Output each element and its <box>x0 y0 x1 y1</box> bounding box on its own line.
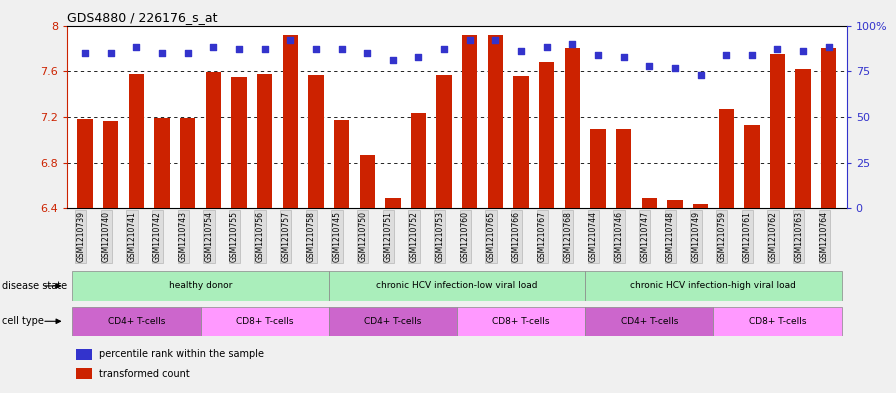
Text: chronic HCV infection-high viral load: chronic HCV infection-high viral load <box>631 281 797 290</box>
Bar <box>308 75 323 208</box>
Point <box>590 51 605 58</box>
Bar <box>796 69 811 208</box>
Text: percentile rank within the sample: percentile rank within the sample <box>99 349 263 359</box>
Bar <box>129 73 144 208</box>
Bar <box>154 118 169 208</box>
Point <box>539 44 554 51</box>
Point <box>462 37 477 43</box>
Text: GDS4880 / 226176_s_at: GDS4880 / 226176_s_at <box>67 11 218 24</box>
Point <box>642 62 657 69</box>
Bar <box>713 307 841 336</box>
Bar <box>329 271 585 301</box>
Point <box>488 37 503 43</box>
Text: CD4+ T-cells: CD4+ T-cells <box>108 317 165 326</box>
Point <box>129 44 143 51</box>
Bar <box>616 129 632 208</box>
Point <box>668 64 682 71</box>
Bar <box>668 200 683 208</box>
Bar <box>359 154 375 208</box>
Bar <box>334 120 349 208</box>
Point <box>771 46 785 52</box>
Bar <box>73 271 329 301</box>
Point <box>78 50 92 56</box>
Text: CD4+ T-cells: CD4+ T-cells <box>364 317 421 326</box>
Bar <box>487 35 504 208</box>
Bar <box>719 109 734 208</box>
Text: CD8+ T-cells: CD8+ T-cells <box>492 317 550 326</box>
Bar <box>103 121 118 208</box>
Bar <box>201 307 329 336</box>
Text: CD8+ T-cells: CD8+ T-cells <box>236 317 293 326</box>
Text: chronic HCV infection-low viral load: chronic HCV infection-low viral load <box>376 281 538 290</box>
Point <box>565 40 580 47</box>
Point <box>385 57 400 63</box>
Bar <box>457 307 585 336</box>
Point <box>155 50 169 56</box>
Point <box>822 44 836 51</box>
Point <box>514 48 529 54</box>
Point <box>694 72 708 78</box>
Point <box>437 46 452 52</box>
Point <box>334 46 349 52</box>
Bar <box>76 349 92 360</box>
Point <box>257 46 271 52</box>
Point <box>719 51 733 58</box>
Bar <box>282 35 298 208</box>
Point <box>206 44 220 51</box>
Bar <box>693 204 708 208</box>
Text: healthy donor: healthy donor <box>168 281 232 290</box>
Text: transformed count: transformed count <box>99 369 189 379</box>
Bar <box>585 271 841 301</box>
Point <box>309 46 323 52</box>
Text: cell type: cell type <box>2 316 44 326</box>
Text: disease state: disease state <box>2 281 67 291</box>
Bar <box>385 198 401 208</box>
Bar <box>77 119 93 208</box>
Text: CD8+ T-cells: CD8+ T-cells <box>749 317 806 326</box>
Bar <box>745 125 760 208</box>
Bar <box>231 77 246 208</box>
Bar <box>410 114 426 208</box>
Point <box>360 50 375 56</box>
Point <box>232 46 246 52</box>
Bar <box>462 35 478 208</box>
Bar <box>436 75 452 208</box>
Bar <box>76 368 92 379</box>
Point <box>181 50 195 56</box>
Bar <box>585 307 713 336</box>
Text: CD4+ T-cells: CD4+ T-cells <box>621 317 678 326</box>
Bar <box>513 76 529 208</box>
Point <box>616 53 631 60</box>
Point <box>283 37 297 43</box>
Bar <box>564 48 580 208</box>
Bar <box>73 307 201 336</box>
Bar <box>206 72 221 208</box>
Point <box>745 51 759 58</box>
Bar <box>180 118 195 208</box>
Bar <box>257 73 272 208</box>
Point <box>411 53 426 60</box>
Bar <box>821 48 837 208</box>
Point <box>104 50 118 56</box>
Bar <box>770 54 785 208</box>
Bar <box>590 129 606 208</box>
Bar <box>539 62 555 208</box>
Bar <box>642 198 657 208</box>
Point <box>796 48 810 54</box>
Bar <box>329 307 457 336</box>
